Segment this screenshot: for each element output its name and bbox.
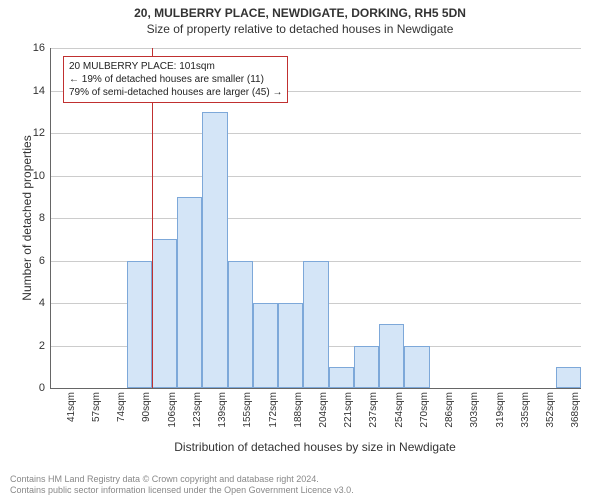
x-tick-label: 270sqm bbox=[419, 392, 430, 442]
histogram-bar bbox=[152, 239, 177, 388]
x-tick-label: 303sqm bbox=[469, 392, 480, 442]
x-tick-label: 204sqm bbox=[318, 392, 329, 442]
x-tick-label: 41sqm bbox=[66, 392, 77, 442]
annotation-box: 20 MULBERRY PLACE: 101sqm← 19% of detach… bbox=[63, 56, 288, 103]
histogram-bar bbox=[329, 367, 354, 388]
histogram-bar bbox=[202, 112, 227, 388]
x-tick-label: 335sqm bbox=[520, 392, 531, 442]
x-tick-label: 155sqm bbox=[242, 392, 253, 442]
histogram-bar bbox=[253, 303, 278, 388]
x-tick-label: 221sqm bbox=[343, 392, 354, 442]
annotation-line: 79% of semi-detached houses are larger (… bbox=[69, 86, 282, 99]
x-tick-label: 319sqm bbox=[495, 392, 506, 442]
x-axis-label: Distribution of detached houses by size … bbox=[50, 440, 580, 454]
histogram-bar bbox=[303, 261, 328, 389]
title-subtitle: Size of property relative to detached ho… bbox=[0, 20, 600, 36]
title-address: 20, MULBERRY PLACE, NEWDIGATE, DORKING, … bbox=[0, 0, 600, 20]
x-tick-label: 90sqm bbox=[141, 392, 152, 442]
x-tick-label: 188sqm bbox=[293, 392, 304, 442]
x-tick-label: 237sqm bbox=[368, 392, 379, 442]
footer-line-2: Contains public sector information licen… bbox=[10, 485, 354, 496]
x-tick-label: 254sqm bbox=[394, 392, 405, 442]
gridline bbox=[51, 218, 581, 219]
histogram-bar bbox=[556, 367, 581, 388]
histogram-bar bbox=[404, 346, 429, 389]
x-tick-label: 74sqm bbox=[116, 392, 127, 442]
y-tick-label: 0 bbox=[15, 382, 45, 394]
annotation-line: ← 19% of detached houses are smaller (11… bbox=[69, 73, 282, 86]
footer-attribution: Contains HM Land Registry data © Crown c… bbox=[10, 474, 354, 497]
histogram-bar bbox=[278, 303, 303, 388]
y-tick-label: 14 bbox=[15, 85, 45, 97]
footer-line-1: Contains HM Land Registry data © Crown c… bbox=[10, 474, 354, 485]
x-tick-label: 123sqm bbox=[192, 392, 203, 442]
x-tick-label: 106sqm bbox=[167, 392, 178, 442]
y-tick-label: 12 bbox=[15, 127, 45, 139]
gridline bbox=[51, 176, 581, 177]
y-tick-label: 6 bbox=[15, 255, 45, 267]
y-tick-label: 10 bbox=[15, 170, 45, 182]
y-tick-label: 2 bbox=[15, 340, 45, 352]
gridline bbox=[51, 133, 581, 134]
x-tick-label: 286sqm bbox=[444, 392, 455, 442]
x-tick-label: 352sqm bbox=[545, 392, 556, 442]
y-tick-label: 8 bbox=[15, 212, 45, 224]
x-tick-label: 172sqm bbox=[268, 392, 279, 442]
x-tick-label: 368sqm bbox=[570, 392, 581, 442]
histogram-bar bbox=[354, 346, 379, 389]
chart-container: 20, MULBERRY PLACE, NEWDIGATE, DORKING, … bbox=[0, 0, 600, 500]
histogram-bar bbox=[127, 261, 152, 389]
y-tick-label: 4 bbox=[15, 297, 45, 309]
histogram-bar bbox=[177, 197, 202, 388]
plot-region: 20 MULBERRY PLACE: 101sqm← 19% of detach… bbox=[50, 48, 581, 389]
y-tick-label: 16 bbox=[15, 42, 45, 54]
x-tick-label: 139sqm bbox=[217, 392, 228, 442]
chart-area: Number of detached properties 20 MULBERR… bbox=[50, 48, 580, 388]
gridline bbox=[51, 48, 581, 49]
x-tick-label: 57sqm bbox=[91, 392, 102, 442]
histogram-bar bbox=[228, 261, 253, 389]
annotation-line: 20 MULBERRY PLACE: 101sqm bbox=[69, 60, 282, 73]
histogram-bar bbox=[379, 324, 404, 388]
